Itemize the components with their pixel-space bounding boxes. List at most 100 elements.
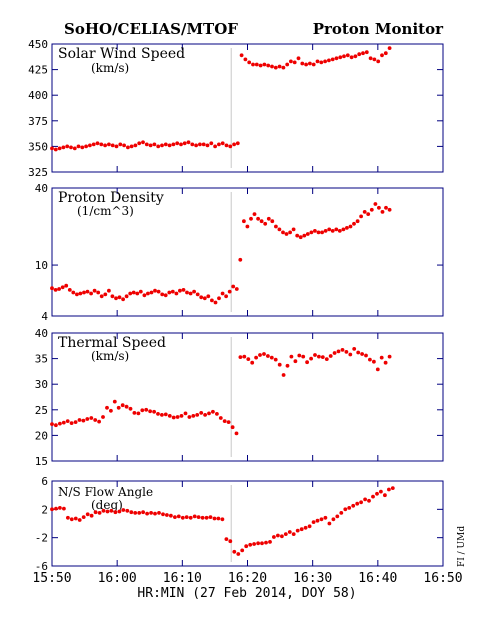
data-point (355, 501, 360, 506)
data-point (85, 289, 90, 294)
data-point (137, 511, 142, 515)
data-point (245, 224, 250, 229)
data-point (244, 544, 249, 549)
data-point (179, 142, 183, 147)
data-point (295, 233, 300, 238)
panel-title: Solar Wind Speed (58, 46, 185, 62)
panel-4: -6 -2 2 6 N/S Flow Angle(deg) (35, 475, 444, 573)
data-point (266, 216, 271, 221)
data-point (311, 520, 316, 524)
data-point (272, 535, 276, 539)
data-point (347, 506, 352, 510)
data-point (188, 515, 193, 520)
data-point (373, 202, 378, 206)
data-point (148, 409, 153, 414)
data-point (179, 414, 184, 418)
data-point (332, 351, 337, 355)
data-point (144, 407, 149, 412)
data-point (224, 143, 229, 148)
data-point (65, 144, 70, 149)
data-point (190, 142, 195, 147)
data-point (167, 290, 172, 295)
data-point (357, 52, 362, 57)
data-point (181, 288, 186, 292)
data-point (273, 357, 278, 362)
data-point (121, 508, 126, 512)
data-point (204, 515, 209, 520)
header-right-title: Proton Monitor (313, 20, 444, 38)
data-point (126, 145, 130, 150)
data-point (138, 289, 143, 294)
data-point (224, 537, 229, 541)
data-point (101, 415, 105, 419)
data-point (248, 542, 253, 547)
data-point (129, 144, 134, 149)
y-tick-label: 2 (41, 503, 48, 516)
data-point (149, 290, 154, 295)
data-point (153, 288, 157, 293)
data-point (319, 517, 324, 522)
data-point (303, 525, 308, 530)
data-point (364, 353, 368, 358)
data-point (95, 141, 100, 146)
data-point (231, 284, 236, 289)
data-point (200, 515, 205, 520)
data-point (254, 62, 259, 67)
data-point (203, 413, 208, 417)
data-point (280, 534, 284, 539)
data-point (344, 350, 349, 354)
data-point (196, 515, 201, 519)
data-point (243, 57, 248, 62)
data-point (141, 510, 146, 515)
data-point (113, 510, 118, 515)
data-point (69, 517, 74, 522)
data-point (69, 145, 73, 150)
data-point (268, 540, 272, 544)
data-point (140, 408, 145, 413)
data-point (85, 417, 90, 421)
data-point (97, 419, 101, 424)
data-point (228, 539, 233, 544)
data-point (362, 210, 367, 214)
data-point (91, 142, 96, 147)
data-point (142, 293, 147, 298)
data-point (141, 140, 145, 145)
data-point (380, 53, 384, 58)
data-point (121, 297, 125, 302)
data-point (75, 292, 79, 297)
data-point (61, 145, 66, 150)
panel-title: Proton Density (58, 190, 164, 206)
data-point (209, 141, 214, 146)
data-point (103, 292, 108, 297)
data-point (337, 229, 342, 233)
data-point (156, 144, 161, 149)
y-tick-label: 400 (28, 89, 48, 102)
data-point (232, 549, 237, 554)
y-tick-label: 15 (35, 455, 48, 468)
data-point (238, 257, 243, 262)
data-point (301, 354, 306, 359)
data-point (220, 517, 225, 522)
data-point (199, 295, 204, 300)
data-point (281, 373, 286, 377)
data-point (93, 418, 98, 422)
data-point (187, 415, 192, 419)
data-point (262, 62, 267, 67)
data-point (88, 143, 92, 148)
data-point (66, 515, 70, 520)
data-point (390, 486, 395, 490)
data-point (324, 357, 329, 361)
panel-title: N/S Flow Angle (58, 485, 153, 499)
data-point (129, 510, 134, 515)
data-point (192, 289, 197, 294)
data-point (356, 350, 361, 355)
x-tick-label: 16:00 (98, 571, 137, 586)
data-point (211, 409, 215, 414)
data-point (57, 287, 61, 291)
data-point (366, 212, 371, 217)
data-point (283, 532, 288, 536)
data-point (199, 411, 204, 415)
y-tick-label: -6 (35, 560, 48, 573)
data-point (309, 356, 313, 361)
data-point (114, 144, 119, 149)
